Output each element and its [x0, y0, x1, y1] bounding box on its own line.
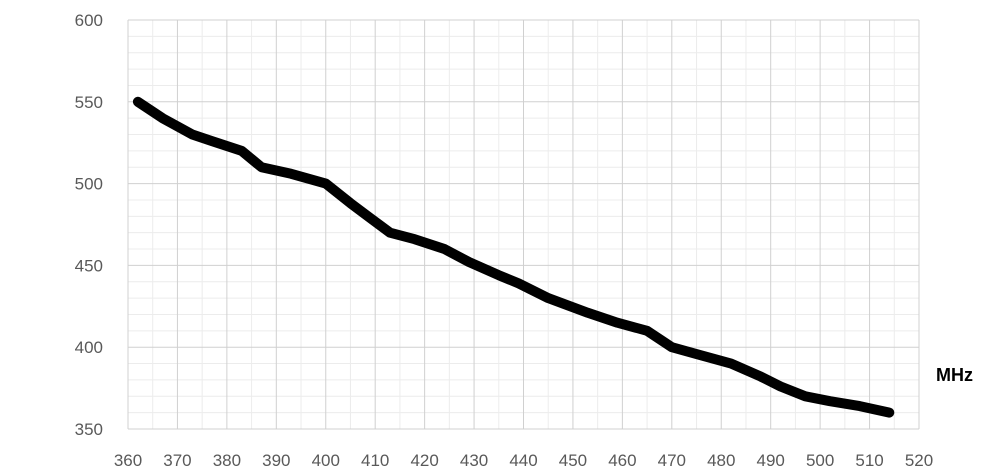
- x-tick-label: 460: [608, 451, 636, 470]
- x-tick-label: 490: [757, 451, 785, 470]
- major-gridlines: [127, 19, 920, 430]
- y-tick-label: 600: [75, 11, 103, 30]
- x-tick-label: 410: [361, 451, 389, 470]
- x-tick-label: 500: [806, 451, 834, 470]
- x-tick-label: 390: [262, 451, 290, 470]
- y-axis-tick-labels: 350 400 450 500 550 600: [75, 11, 103, 439]
- x-tick-label: 360: [114, 451, 142, 470]
- x-tick-label: 370: [163, 451, 191, 470]
- x-tick-label: 380: [213, 451, 241, 470]
- y-tick-label: 450: [75, 256, 103, 275]
- y-tick-label: 400: [75, 338, 103, 357]
- series-line: [132, 96, 895, 418]
- y-tick-label: 550: [75, 93, 103, 112]
- y-tick-label: 500: [75, 175, 103, 194]
- x-tick-label: 430: [460, 451, 488, 470]
- x-axis-tick-labels: 360 370 380 390 400 410 420 430 440 450 460 470 480 4…: [114, 451, 933, 470]
- x-tick-label: 420: [410, 451, 438, 470]
- x-tick-label: 400: [312, 451, 340, 470]
- x-axis-unit-label: MHz: [936, 365, 973, 385]
- x-tick-label: 510: [855, 451, 883, 470]
- x-tick-label: 520: [905, 451, 933, 470]
- x-tick-label: 450: [559, 451, 587, 470]
- x-tick-label: 440: [509, 451, 537, 470]
- y-tick-label: 350: [75, 420, 103, 439]
- x-tick-label: 480: [707, 451, 735, 470]
- series-layer: [132, 96, 895, 418]
- x-tick-label: 470: [658, 451, 686, 470]
